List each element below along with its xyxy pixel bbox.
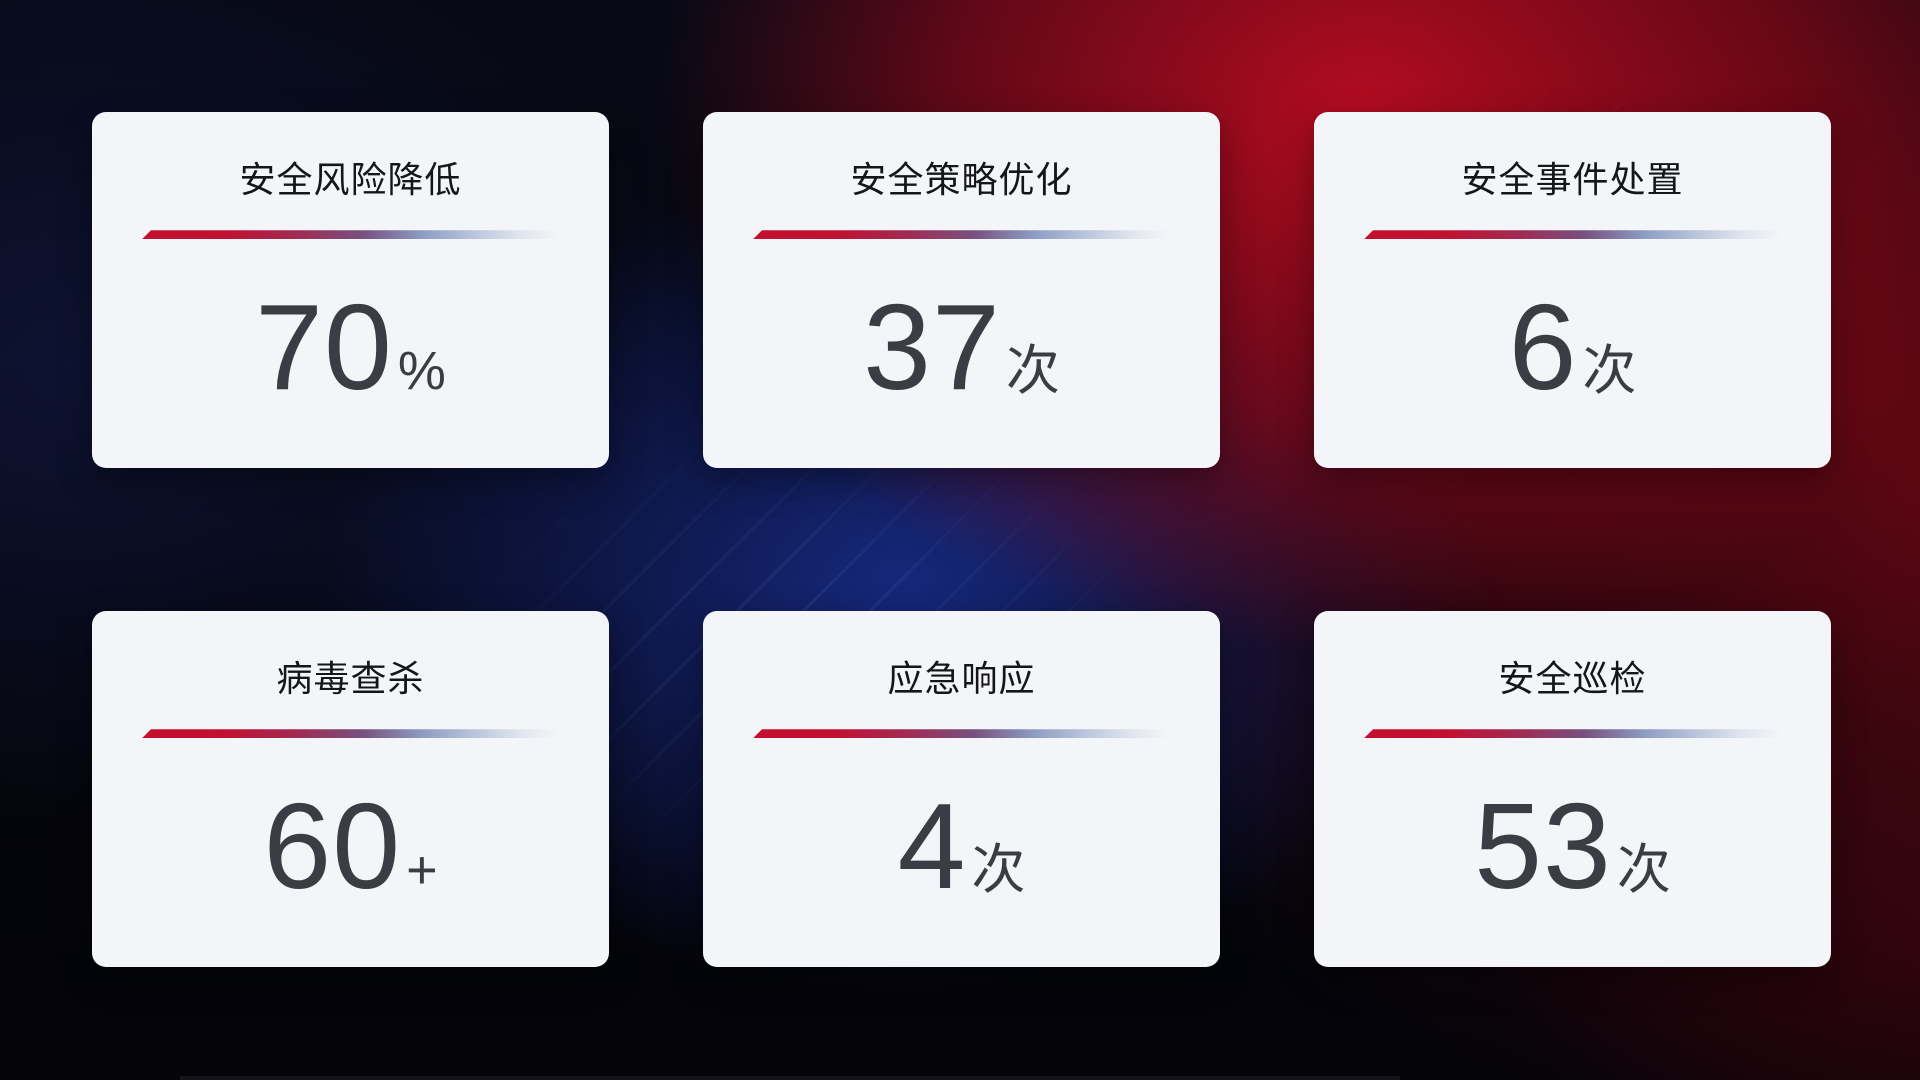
card-unit: 次: [1582, 340, 1637, 401]
stat-card-security-inspection: 安全巡检 53 次: [1314, 611, 1831, 967]
card-divider: [1364, 230, 1789, 240]
stat-card-security-incident-handling: 安全事件处置 6 次: [1314, 112, 1831, 468]
card-unit: 次: [1005, 340, 1060, 401]
card-value: 70: [255, 278, 393, 415]
card-divider: [142, 729, 567, 739]
card-title: 病毒查杀: [276, 658, 425, 699]
card-title: 安全事件处置: [1461, 159, 1684, 200]
card-value: 53: [1474, 777, 1612, 914]
card-unit: +: [406, 839, 438, 900]
card-title: 应急响应: [887, 658, 1036, 699]
card-title: 安全风险降低: [239, 159, 462, 200]
card-value: 37: [863, 278, 1001, 415]
card-value-row: 53 次: [1314, 738, 1831, 967]
card-divider: [1364, 729, 1789, 739]
card-divider: [753, 230, 1178, 240]
card-value-row: 70 %: [92, 239, 609, 468]
card-value: 60: [263, 777, 402, 914]
card-title: 安全巡检: [1498, 658, 1647, 699]
stat-card-virus-scan: 病毒查杀 60 +: [92, 611, 609, 967]
card-title: 安全策略优化: [850, 159, 1073, 200]
stat-card-security-risk-reduction: 安全风险降低 70 %: [92, 112, 609, 468]
card-value: 4: [897, 777, 967, 914]
card-value-row: 60 +: [92, 738, 609, 967]
stat-card-grid: 安全风险降低 70 % 安全策略优化 37 次 安全事件处置 6 次: [92, 112, 1831, 967]
stat-card-emergency-response: 应急响应 4 次: [703, 611, 1220, 967]
stat-card-security-policy-optimization: 安全策略优化 37 次: [703, 112, 1220, 468]
card-value: 6: [1508, 278, 1578, 415]
card-unit: 次: [1616, 839, 1671, 900]
card-divider: [142, 230, 567, 240]
card-divider: [753, 729, 1178, 739]
card-value-row: 37 次: [703, 239, 1220, 468]
card-value-row: 6 次: [1314, 239, 1831, 468]
card-unit: 次: [971, 839, 1026, 900]
bottom-edge-strip: [180, 1076, 1400, 1080]
card-value-row: 4 次: [703, 738, 1220, 967]
card-unit: %: [397, 340, 446, 401]
